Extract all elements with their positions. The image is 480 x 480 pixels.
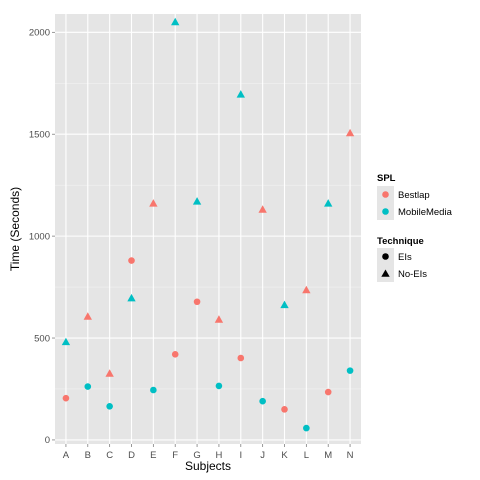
point-triangle-bestlap xyxy=(149,199,158,207)
legend-key-mobilemedia xyxy=(382,208,389,215)
legend-title-technique: Technique xyxy=(377,236,424,247)
legend-label-noeis: No-EIs xyxy=(398,269,427,280)
x-tick-label: F xyxy=(172,450,178,461)
point-circle-mobilemedia xyxy=(259,397,266,405)
point-circle-mobilemedia xyxy=(150,386,157,394)
legend-label-eis: EIs xyxy=(398,252,412,263)
y-axis: 0 500 1000 1500 2000 xyxy=(29,28,55,446)
x-tick-label: G xyxy=(193,450,200,461)
point-circle-bestlap xyxy=(237,354,245,362)
point-circle-mobilemedia xyxy=(303,424,310,432)
point-circle-bestlap xyxy=(281,406,288,413)
x-axis-title: Subjects xyxy=(185,459,231,473)
x-tick-label: C xyxy=(106,450,113,461)
legend: SPL Bestlap MobileMedia Technique EIs No… xyxy=(377,173,453,282)
x-tick-label: H xyxy=(215,450,222,461)
legend-label-bestlap: Bestlap xyxy=(398,190,430,201)
x-tick-label: D xyxy=(128,450,135,461)
x-tick-label: E xyxy=(150,450,156,461)
point-triangle-mobilemedia xyxy=(171,17,180,26)
minor-gridlines xyxy=(55,82,361,390)
point-triangle-mobilemedia xyxy=(192,197,202,205)
x-tick-label: J xyxy=(260,450,265,461)
point-triangle-bestlap xyxy=(345,128,355,137)
point-triangle-bestlap xyxy=(214,315,224,323)
point-triangle-mobilemedia xyxy=(127,293,136,302)
y-tick-label: 1000 xyxy=(29,231,50,242)
point-circle-bestlap xyxy=(193,298,201,306)
point-triangle-bestlap xyxy=(83,312,92,320)
y-axis-title: Time (Seconds) xyxy=(8,187,22,271)
legend-key-bestlap xyxy=(382,191,389,198)
x-tick-label: B xyxy=(85,450,91,461)
point-circle-bestlap xyxy=(128,257,135,264)
y-tick-label: 2000 xyxy=(29,28,50,39)
point-circle-mobilemedia xyxy=(84,383,92,390)
legend-key-eis-circle-icon xyxy=(382,253,389,260)
y-tick-label: 0 xyxy=(45,435,50,446)
point-circle-mobilemedia xyxy=(106,402,113,410)
x-tick-label: I xyxy=(239,450,242,461)
legend-title-spl: SPL xyxy=(377,173,396,184)
plot-panel xyxy=(55,14,361,444)
x-tick-label: L xyxy=(304,450,309,461)
point-circle-bestlap xyxy=(324,388,332,396)
point-triangle-mobilemedia xyxy=(236,90,245,98)
legend-label-mobilemedia: MobileMedia xyxy=(398,207,453,218)
data-points xyxy=(61,17,355,432)
point-circle-mobilemedia xyxy=(215,382,223,390)
point-triangle-bestlap xyxy=(105,369,114,377)
y-tick-label: 1500 xyxy=(29,130,50,141)
x-tick-label: N xyxy=(347,450,354,461)
major-gridlines xyxy=(55,14,361,444)
point-circle-mobilemedia xyxy=(346,367,354,374)
x-tick-label: A xyxy=(63,450,70,461)
point-circle-bestlap xyxy=(171,351,179,358)
legend-key-noeis-triangle-icon xyxy=(381,269,390,277)
x-tick-label: K xyxy=(281,450,288,461)
point-triangle-mobilemedia xyxy=(61,337,71,346)
point-circle-bestlap xyxy=(62,394,70,402)
y-tick-label: 500 xyxy=(34,333,50,344)
point-triangle-bestlap xyxy=(258,205,267,213)
point-triangle-mobilemedia xyxy=(324,199,333,207)
x-axis: A B C D E F G H I J K L M N xyxy=(63,444,354,461)
point-triangle-mobilemedia xyxy=(280,300,289,309)
point-triangle-bestlap xyxy=(302,285,311,294)
x-tick-label: M xyxy=(324,450,332,461)
